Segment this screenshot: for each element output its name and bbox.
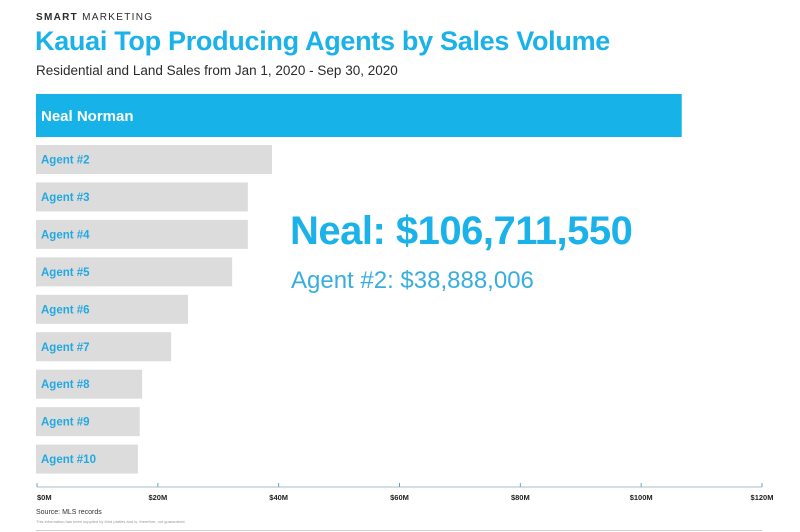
bar-label-agent-7: Agent #7 <box>41 342 90 354</box>
bar-agent-10 <box>36 444 138 474</box>
bar-label-agent-6: Agent #6 <box>41 304 90 316</box>
x-tick-label: $100M <box>630 493 653 502</box>
x-tick-label: $80M <box>511 493 530 502</box>
x-tick-label: $0M <box>37 493 52 502</box>
x-tick-label: $120M <box>751 493 774 502</box>
bar-agent-4 <box>36 219 248 249</box>
bar-agent-6 <box>36 294 189 324</box>
x-tick-label: $40M <box>269 493 288 502</box>
bar-label-agent-5: Agent #5 <box>41 267 90 279</box>
bar-agent-9 <box>36 407 140 437</box>
chart-subtitle: Residential and Land Sales from Jan 1, 2… <box>36 63 398 78</box>
bar-neal-norman <box>36 94 682 137</box>
brand-label: SMART MARKETING <box>36 12 153 23</box>
bar-label-agent-8: Agent #8 <box>41 379 90 391</box>
bar-label-agent-10: Agent #10 <box>41 454 96 466</box>
bar-agent-3 <box>36 182 248 212</box>
bottom-divider <box>36 530 762 531</box>
bar-label-agent-2: Agent #2 <box>41 155 90 167</box>
bar-label-agent-9: Agent #9 <box>41 417 90 429</box>
bar-label-neal-norman: Neal Norman <box>41 108 134 125</box>
bar-agent-7 <box>36 332 172 362</box>
bar-label-agent-4: Agent #4 <box>41 229 90 241</box>
bar-label-agent-3: Agent #3 <box>41 192 90 204</box>
bar-agent-8 <box>36 369 143 399</box>
bar-agent-5 <box>36 257 233 287</box>
chart-title: Kauai Top Producing Agents by Sales Volu… <box>35 26 610 56</box>
top-agent-callout: Neal: $106,711,550 <box>290 209 633 253</box>
source-note: Source: MLS records <box>36 509 102 516</box>
brand-light: MARKETING <box>82 12 154 23</box>
brand-bold: SMART <box>36 12 79 23</box>
x-tick-label: $60M <box>390 493 409 502</box>
second-agent-callout: Agent #2: $38,888,006 <box>291 267 534 294</box>
x-tick-label: $20M <box>148 493 167 502</box>
bar-agent-2 <box>36 145 272 174</box>
disclaimer-note: This information has been supplied by th… <box>36 519 186 524</box>
